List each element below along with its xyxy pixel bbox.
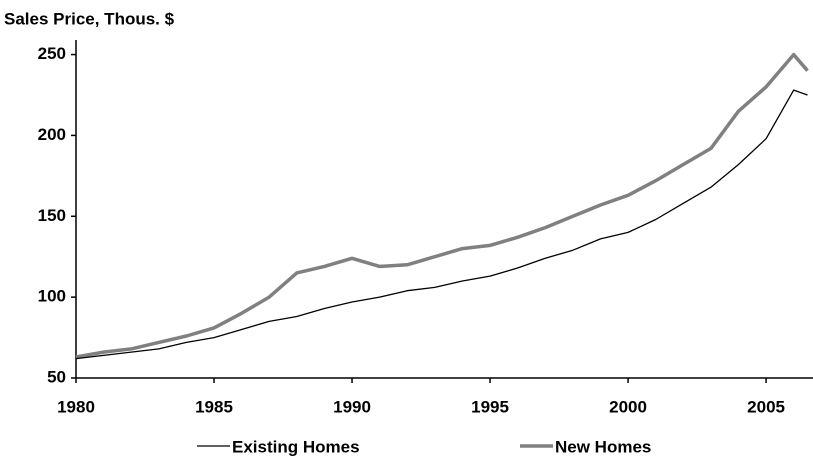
y-tick-label: 200 — [38, 125, 66, 144]
legend-label: Existing Homes — [232, 437, 360, 456]
x-tick-label: 1980 — [57, 397, 95, 416]
x-tick-label: 1990 — [333, 397, 371, 416]
x-tick-label: 1995 — [471, 397, 509, 416]
x-tick-label: 2005 — [747, 397, 785, 416]
series-line — [75, 89, 808, 360]
y-tick-label: 250 — [38, 44, 66, 63]
y-tick-label: 100 — [38, 287, 66, 306]
chart-title: Sales Price, Thous. $ — [4, 9, 175, 28]
series-line — [75, 52, 809, 359]
x-tick-label: 2000 — [609, 397, 647, 416]
x-tick-label: 1985 — [195, 397, 233, 416]
y-tick-label: 50 — [47, 367, 66, 386]
y-tick-label: 150 — [38, 206, 66, 225]
legend-label: New Homes — [555, 437, 651, 456]
